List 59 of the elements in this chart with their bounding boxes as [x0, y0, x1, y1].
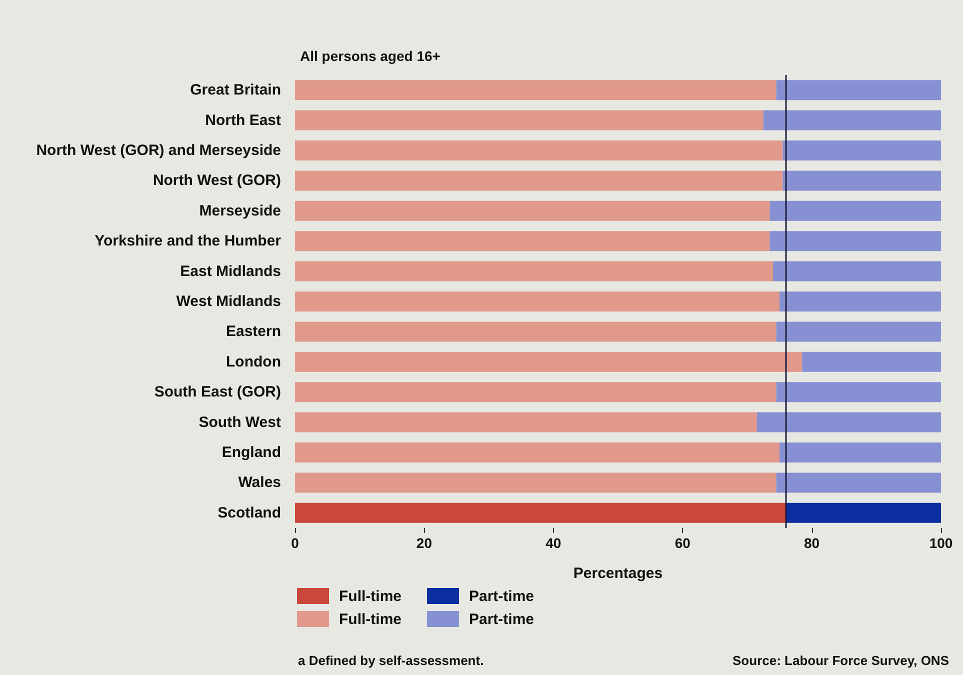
y-tick-label: Scotland: [218, 504, 281, 522]
bar: [295, 231, 770, 252]
bar: [295, 472, 776, 493]
x-tick-label: 60: [674, 535, 691, 551]
bar: [295, 412, 757, 432]
chart-title: All persons aged 16+: [300, 48, 440, 64]
y-tick-label: South West: [198, 414, 281, 431]
bar: [295, 382, 776, 402]
bar: [773, 261, 941, 282]
bar: [295, 170, 783, 191]
bar: [802, 352, 941, 372]
bar: [295, 80, 776, 100]
bar: [776, 382, 941, 402]
y-tick-label: England: [222, 444, 281, 461]
y-tick-label: Yorkshire and the Humber: [94, 232, 282, 250]
y-tick-label: Great Britain: [190, 82, 281, 99]
bar: [295, 110, 764, 130]
y-tick-label: Merseyside: [199, 202, 281, 220]
bar: [776, 472, 941, 493]
x-axis-title: Percentages: [573, 565, 663, 582]
y-tick-label: West Midlands: [176, 293, 281, 310]
bar: [295, 322, 776, 342]
source-note: Source: Labour Force Survey, ONS: [732, 653, 949, 668]
bar: [763, 110, 941, 130]
bar: [295, 292, 780, 312]
bar: [776, 322, 941, 342]
bar: [770, 200, 941, 221]
bar: [776, 80, 941, 100]
y-tick-label: London: [226, 353, 281, 370]
bar: [295, 261, 774, 282]
bar: [756, 412, 941, 432]
y-tick-label: North West (GOR): [152, 172, 281, 190]
bar: [786, 502, 941, 523]
legend-label: Full-time: [338, 611, 402, 628]
bar: [782, 170, 941, 191]
bar: [780, 292, 941, 312]
x-tick-label: 20: [416, 535, 432, 551]
text: a Defined by self-assessment.: [298, 653, 484, 668]
bar: [295, 442, 780, 462]
y-tick-label: East Midlands: [180, 262, 281, 280]
x-tick-label: 80: [804, 535, 820, 551]
y-tick-label: North West (GOR) and Merseyside: [36, 142, 281, 159]
bar: [780, 442, 941, 462]
y-tick-label: Wales: [238, 474, 281, 492]
bar: [295, 502, 786, 523]
x-tick-label: 100: [929, 535, 953, 551]
y-tick-label: South East (GOR): [154, 384, 281, 401]
legend-label: Part-time: [468, 588, 536, 605]
y-tick-label: Eastern: [226, 323, 281, 340]
y-tick-label: North East: [205, 112, 282, 129]
x-tick-label: 40: [546, 535, 562, 551]
bar: [295, 352, 802, 372]
legend-label: Full-time: [338, 588, 402, 605]
bar: [295, 140, 783, 160]
legend-label: Part-time: [468, 611, 536, 628]
bar: [782, 140, 941, 160]
x-tick-label: 0: [291, 535, 300, 551]
bar: [295, 200, 770, 221]
bar: [770, 231, 941, 252]
